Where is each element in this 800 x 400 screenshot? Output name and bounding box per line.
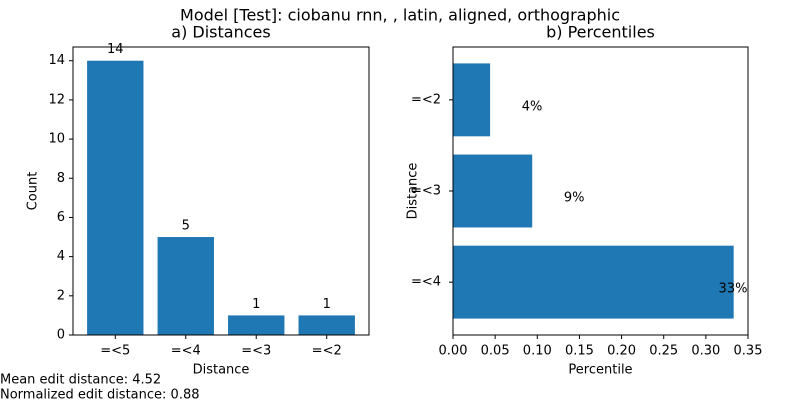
- x-tick-label: 0.05: [481, 344, 510, 359]
- y-tick-label: =<4: [411, 275, 441, 290]
- x-axis-label: Distance: [193, 363, 250, 378]
- bar: [453, 154, 533, 228]
- y-tick-label: 2: [57, 288, 65, 303]
- x-tick-label: =<3: [241, 344, 271, 359]
- annotation: Mean edit distance: 4.52: [0, 373, 161, 388]
- x-tick-label: 0.35: [734, 344, 763, 359]
- value-label: 9%: [564, 191, 585, 206]
- x-tick-label: 0.30: [691, 344, 720, 359]
- x-tick-label: 0.10: [523, 344, 552, 359]
- x-tick-label: 0.00: [439, 344, 468, 359]
- plot-frame: [452, 46, 749, 336]
- bar: [157, 237, 214, 335]
- value-label: 5: [182, 219, 190, 234]
- value-label: 4%: [522, 99, 543, 114]
- y-tick-label: 4: [57, 249, 65, 264]
- x-tick-label: =<2: [312, 344, 342, 359]
- y-tick-label: 0: [57, 328, 65, 343]
- x-tick-label: =<4: [171, 344, 201, 359]
- bar: [228, 315, 285, 335]
- x-tick-label: 0.20: [607, 344, 636, 359]
- value-label: 33%: [719, 282, 748, 297]
- x-tick-label: =<5: [100, 344, 130, 359]
- y-tick-label: 14: [48, 53, 65, 68]
- bar: [87, 60, 144, 335]
- value-label: 1: [252, 297, 260, 312]
- y-axis-label: Distance: [406, 163, 421, 220]
- chart-title: b) Percentiles: [546, 23, 655, 42]
- bar: [298, 315, 355, 335]
- value-label: 14: [107, 42, 124, 57]
- annotation: Normalized edit distance: 0.88: [0, 388, 200, 400]
- x-tick-label: 0.25: [649, 344, 678, 359]
- bar: [453, 245, 734, 319]
- y-tick-label: 6: [57, 210, 65, 225]
- x-axis-label: Percentile: [568, 363, 632, 378]
- figure-title: Model [Test]: ciobanu rnn, , latin, alig…: [180, 6, 620, 25]
- y-axis-label: Count: [26, 172, 41, 211]
- plot-frame: [72, 46, 370, 336]
- y-tick-label: =<2: [411, 92, 441, 107]
- x-tick-label: 0.15: [565, 344, 594, 359]
- y-tick-label: =<3: [411, 184, 441, 199]
- value-label: 1: [323, 297, 331, 312]
- bar: [453, 63, 491, 137]
- y-tick-label: 12: [48, 92, 65, 107]
- y-tick-label: 10: [48, 132, 65, 147]
- y-tick-label: 8: [57, 171, 65, 186]
- chart-title: a) Distances: [171, 23, 270, 42]
